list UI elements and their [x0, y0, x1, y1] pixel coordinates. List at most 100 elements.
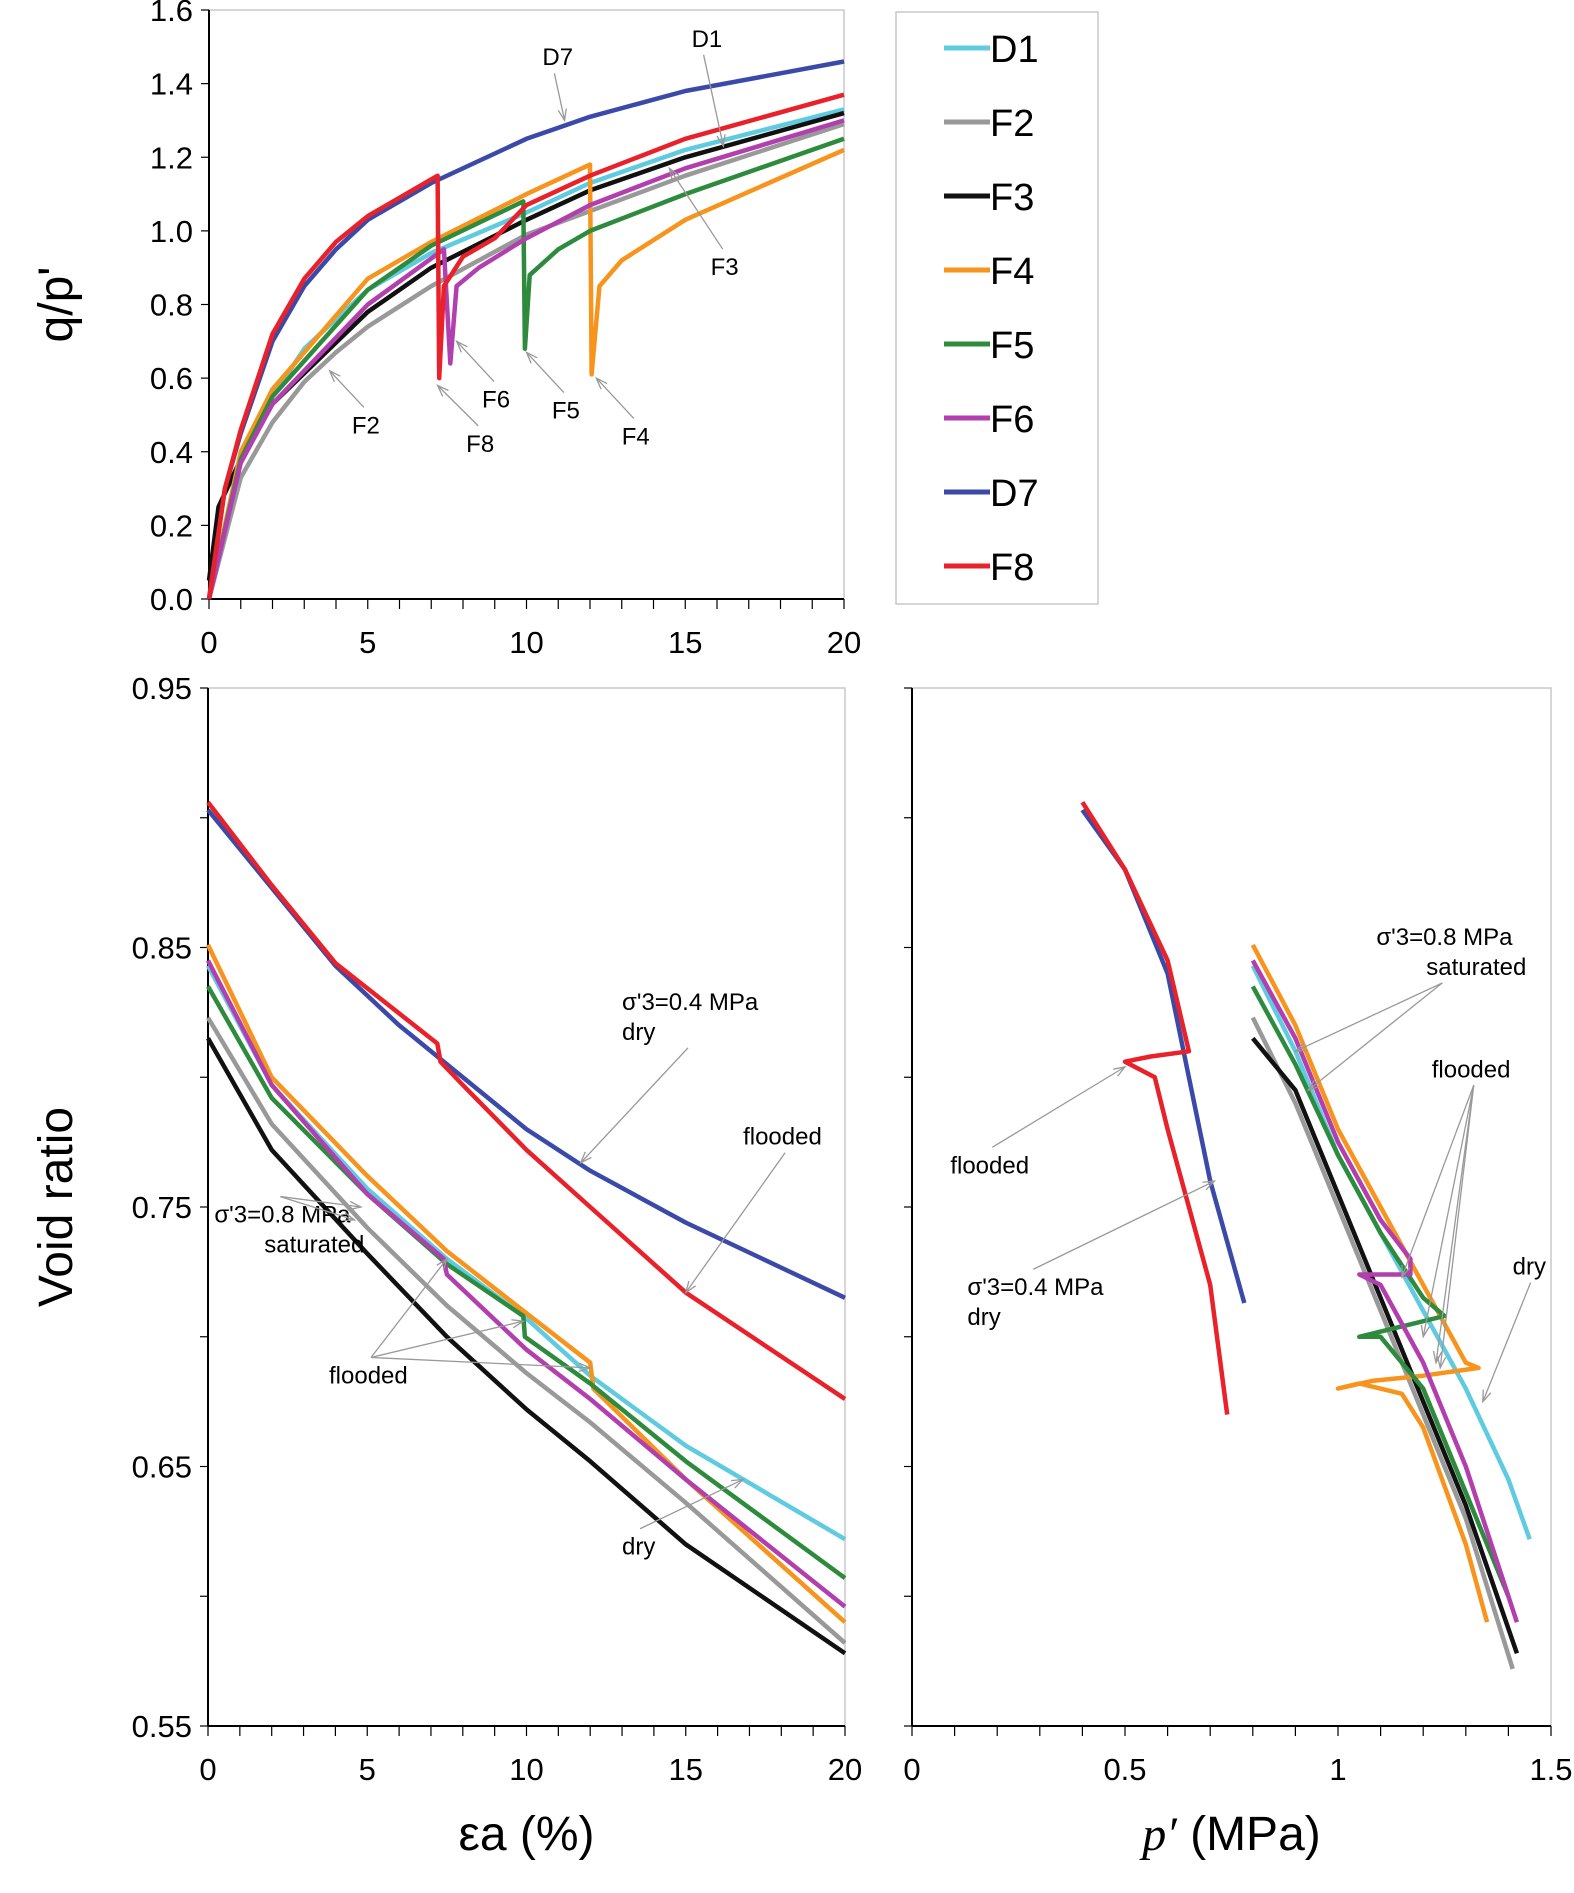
y-tick-label: 0.75	[132, 1190, 192, 1225]
series-line-F2	[1250, 1016, 1515, 1670]
legend-label: F6	[990, 399, 1034, 441]
annotation-label: σ'3=0.8 MPa	[1376, 924, 1513, 951]
annotation-arrow	[1439, 1085, 1475, 1368]
x-axis-title-part: p′	[1139, 1808, 1178, 1861]
x-tick-label: 0	[199, 1752, 216, 1787]
legend-box	[895, 11, 1099, 605]
legend-label: F8	[990, 547, 1034, 589]
arrowhead-icon	[328, 369, 341, 383]
annotation-arrow	[437, 385, 479, 427]
annotation-arrow	[1295, 982, 1443, 1052]
chart-bl: 0 5 10 15 20 0.55 0.65 0.75 0.85 0.95 εa (%) Void r…	[30, 671, 862, 1861]
x-tick-label: 5	[359, 625, 376, 660]
arrowhead-icon	[579, 1151, 592, 1165]
series-line-F4	[1250, 943, 1490, 1623]
y-tick-label: 0.85	[132, 931, 192, 966]
series-line-F5	[206, 136, 845, 600]
annotation-label: dry	[622, 1534, 655, 1561]
x-tick-label: 10	[509, 1752, 543, 1787]
legend-label: F2	[990, 103, 1034, 145]
annotation-arrow	[280, 1195, 361, 1208]
y-tick-label: 1.2	[150, 140, 193, 175]
x-tick-label: 15	[668, 625, 702, 660]
arrowhead-icon	[1202, 1180, 1217, 1191]
arrowhead-icon	[436, 384, 449, 397]
annotation-arrow	[668, 167, 724, 250]
series-line-F4	[205, 943, 847, 1624]
annotation-label: saturated	[264, 1232, 364, 1259]
annotation-arrow	[1422, 1085, 1475, 1337]
series-line-F2	[206, 121, 845, 600]
series-line-F8	[206, 92, 845, 600]
x-axis-title: εa (%)	[458, 1808, 594, 1861]
x-tick-label: 15	[669, 1752, 703, 1787]
annotation-label: F6	[482, 387, 510, 414]
plot-frame	[912, 687, 1552, 1726]
annotation-label: dry	[622, 1019, 655, 1046]
annotation-arrow	[1033, 1180, 1215, 1270]
y-tick-label: 0.95	[132, 671, 192, 706]
arrowhead-icon	[455, 339, 468, 353]
annotation-arrow	[1435, 1085, 1475, 1363]
legend: D1 F2 F3 F4 F5 F6 D7 F8	[895, 11, 1099, 605]
x-tick-label: 1	[1329, 1752, 1346, 1787]
annotation-label: F8	[466, 431, 494, 458]
annotation-arrow	[553, 73, 566, 121]
x-tick-label: 0.5	[1103, 1752, 1146, 1787]
annotation-label: flooded	[329, 1362, 408, 1389]
arrowhead-icon	[731, 1478, 745, 1489]
annotation-arrow	[329, 370, 365, 408]
annotation-label: σ'3=0.4 MPa	[622, 989, 759, 1016]
legend-item-F4: F4	[944, 251, 1034, 293]
annotation-label: D1	[692, 26, 723, 53]
chart-br: 0 0.5 1 1.5 p′ (MPa) σ'3=0.8 MPa saturated floo…	[903, 687, 1573, 1861]
annotation-label: flooded	[950, 1152, 1029, 1179]
legend-label: F4	[990, 251, 1034, 293]
y-axis-title: Void ratio	[30, 1107, 83, 1307]
legend-label: D1	[990, 29, 1039, 71]
legend-item-F3: F3	[944, 177, 1034, 219]
series-line-F5	[1250, 985, 1511, 1598]
legend-label: F5	[990, 325, 1034, 367]
annotation-arrow	[526, 351, 565, 394]
annotation-label: dry	[967, 1304, 1000, 1331]
legend-item-F8: F8	[944, 547, 1034, 589]
x-tick-label: 0	[200, 625, 217, 660]
annotation-label: D7	[542, 44, 573, 71]
annotation-arrow	[370, 1258, 448, 1358]
annotation-arrow	[580, 1047, 689, 1164]
y-tick-label: 0.8	[150, 288, 193, 323]
legend-item-F6: F6	[944, 399, 1034, 441]
series-line-F3	[1251, 1036, 1520, 1655]
arrowhead-icon	[1432, 1350, 1443, 1365]
arrowhead-icon	[716, 134, 726, 149]
series-line-F3	[206, 1037, 847, 1656]
annotation-arrow	[370, 1356, 591, 1369]
arrowhead-icon	[1420, 1324, 1431, 1339]
annotation-label: σ'3=0.8 MPa	[214, 1202, 351, 1229]
legend-item-F2: F2	[944, 103, 1034, 145]
y-tick-label: 0.6	[150, 361, 193, 396]
annotation-arrow	[992, 1066, 1126, 1148]
annotation-label: F4	[622, 423, 650, 450]
annotation-arrow	[685, 1152, 786, 1294]
series-line-F2	[206, 1016, 847, 1645]
legend-item-D7: D7	[944, 473, 1039, 515]
series-line-F3	[206, 110, 845, 581]
arrowhead-icon	[1401, 1265, 1411, 1279]
series-line-F4	[206, 147, 845, 600]
arrowhead-icon	[511, 1319, 526, 1329]
series-line-F8	[1080, 800, 1230, 1415]
x-axis-title: p′ (MPa)	[1139, 1808, 1321, 1861]
y-tick-label: 1.4	[150, 67, 193, 102]
annotation-label: σ'3=0.4 MPa	[967, 1274, 1104, 1301]
annotation-label: dry	[1513, 1253, 1546, 1280]
annotation-label: F5	[552, 398, 580, 425]
series-line-F6	[1250, 959, 1520, 1623]
arrowhead-icon	[436, 1257, 449, 1271]
annotation-arrow	[702, 54, 724, 147]
x-tick-label: 20	[828, 1752, 862, 1787]
plot-frame	[209, 9, 845, 599]
legend-item-D1: D1	[944, 29, 1039, 71]
